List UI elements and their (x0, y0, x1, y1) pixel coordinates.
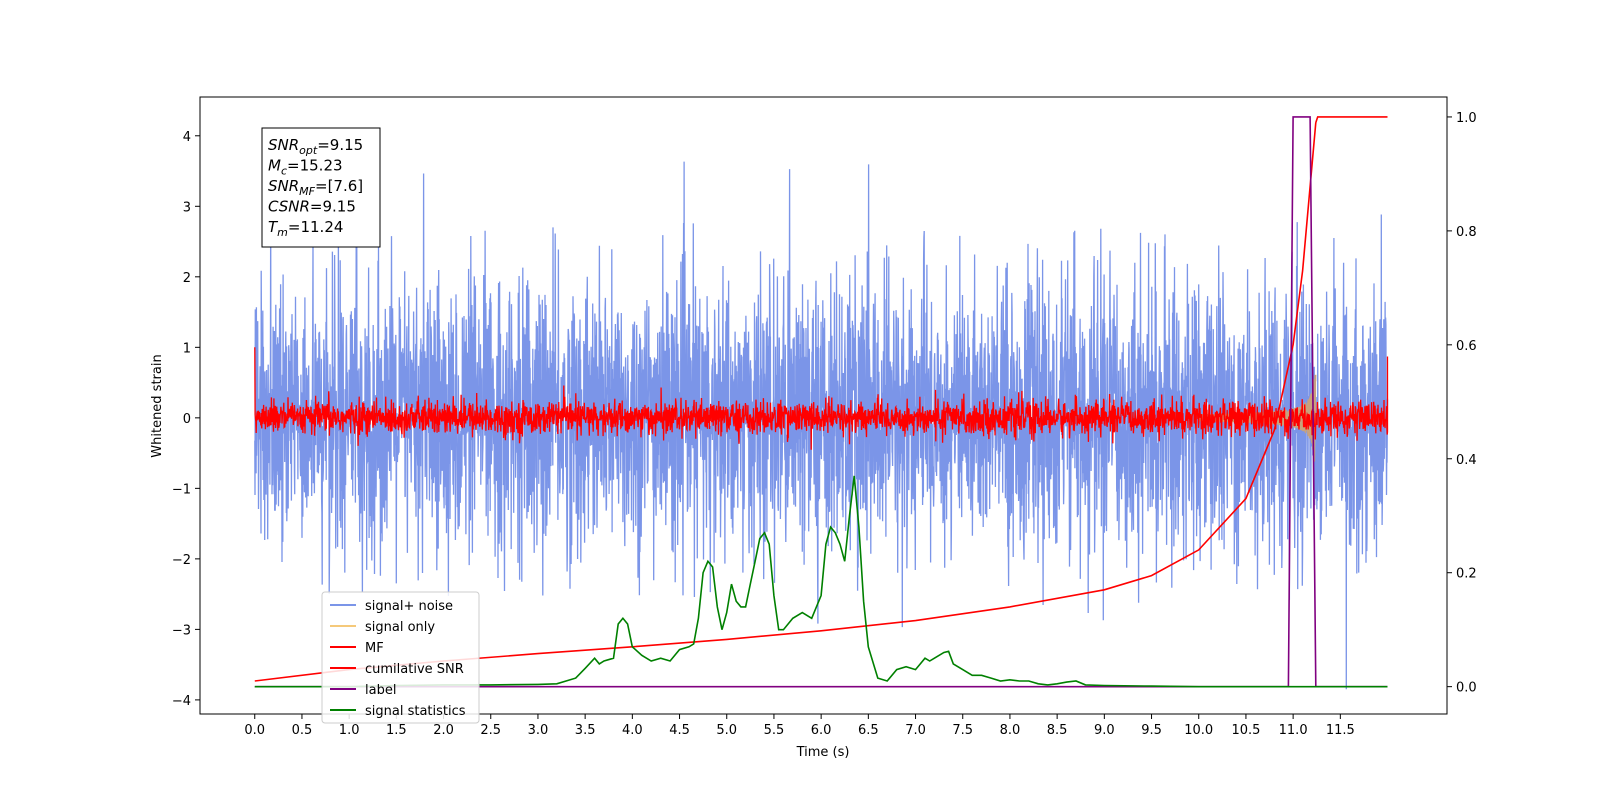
y-left-tick-label: −2 (172, 553, 191, 568)
y-right-tick-label: 0.0 (1456, 681, 1477, 696)
x-tick-label: 11.0 (1279, 723, 1308, 738)
annotation-frame (261, 127, 381, 248)
x-tick-label: 9.5 (1141, 723, 1162, 738)
legend-entry: signal only (365, 620, 435, 635)
x-tick-label: 6.5 (858, 723, 879, 738)
x-tick-label: 7.5 (952, 723, 973, 738)
legend-frame (321, 591, 480, 724)
y-axis-right: 1.0 0.8 0.6 0.4 0.2 0.0 (1447, 111, 1477, 696)
x-tick-label: 1.0 (339, 723, 360, 738)
annotation-line: SNRopt=9.15 (268, 136, 363, 157)
y-right-tick-label: 0.8 (1456, 225, 1477, 240)
legend: signal+ noise signal only MF cumilative SNR… (321, 591, 480, 724)
x-tick-label: 3.0 (528, 723, 549, 738)
y-left-tick-label: −1 (172, 482, 191, 497)
x-tick-label: 3.5 (575, 723, 596, 738)
x-tick-label: 2.5 (480, 723, 501, 738)
legend-entry: label (365, 683, 396, 698)
x-tick-label: 0.0 (244, 723, 265, 738)
y-left-tick-label: 0 (183, 412, 191, 427)
x-axis: 0.0 0.5 1.0 1.5 2.0 2.5 3.0 3.5 4.0 4.5 5.0 5.5 6.0 6… (244, 714, 1355, 738)
x-tick-label: 4.0 (622, 723, 643, 738)
annotation-line: SNRMF=[7.6] (268, 177, 363, 198)
x-tick-label: 0.5 (292, 723, 313, 738)
x-axis-label: Time (s) (796, 745, 850, 760)
plot-frame (199, 96, 1448, 715)
x-tick-label: 1.5 (386, 723, 407, 738)
series-cumulative-snr-tail (1315, 116, 1388, 123)
legend-entry: signal+ noise (365, 599, 453, 614)
annotation-line: Mc=15.23 (268, 157, 343, 178)
x-tick-label: 5.0 (716, 723, 737, 738)
legend-entry: cumilative SNR (365, 662, 464, 677)
series-mf (254, 347, 1389, 450)
x-tick-label: 4.5 (669, 723, 690, 738)
x-tick-label: 8.0 (1000, 723, 1021, 738)
y-left-tick-label: 2 (183, 271, 191, 286)
legend-entry: MF (365, 641, 384, 656)
series-signal-statistics (254, 475, 1388, 688)
y-right-tick-label: 0.2 (1456, 567, 1477, 582)
annotation-line: Tm=11.24 (268, 218, 343, 239)
y-left-tick-label: −3 (172, 623, 191, 638)
y-right-tick-label: 1.0 (1456, 111, 1477, 126)
x-tick-label: 9.0 (1094, 723, 1115, 738)
legend-entry: signal statistics (365, 704, 466, 719)
series-signal-noise (254, 161, 1389, 690)
annotation-line: CSNR=9.15 (268, 198, 356, 216)
y-left-tick-label: 3 (183, 200, 191, 215)
series-cumulative-snr (254, 122, 1317, 682)
y-left-tick-label: 4 (183, 130, 191, 145)
x-tick-label: 5.5 (764, 723, 785, 738)
y-left-tick-label: −4 (172, 694, 191, 709)
x-tick-label: 10.5 (1231, 723, 1260, 738)
y-right-tick-label: 0.4 (1456, 453, 1477, 468)
x-tick-label: 8.5 (1047, 723, 1068, 738)
y-axis-left-label: Whitened strain (150, 354, 165, 457)
x-tick-label: 7.0 (905, 723, 926, 738)
y-left-tick-label: 1 (183, 341, 191, 356)
x-tick-label: 2.0 (433, 723, 454, 738)
x-tick-label: 11.5 (1326, 723, 1355, 738)
x-tick-label: 10.0 (1184, 723, 1213, 738)
y-axis-left: 4 3 2 1 0 −1 −2 −3 −4 (172, 130, 200, 709)
x-tick-label: 6.0 (811, 723, 832, 738)
y-right-tick-label: 0.6 (1456, 339, 1477, 354)
plot-area (254, 116, 1389, 690)
